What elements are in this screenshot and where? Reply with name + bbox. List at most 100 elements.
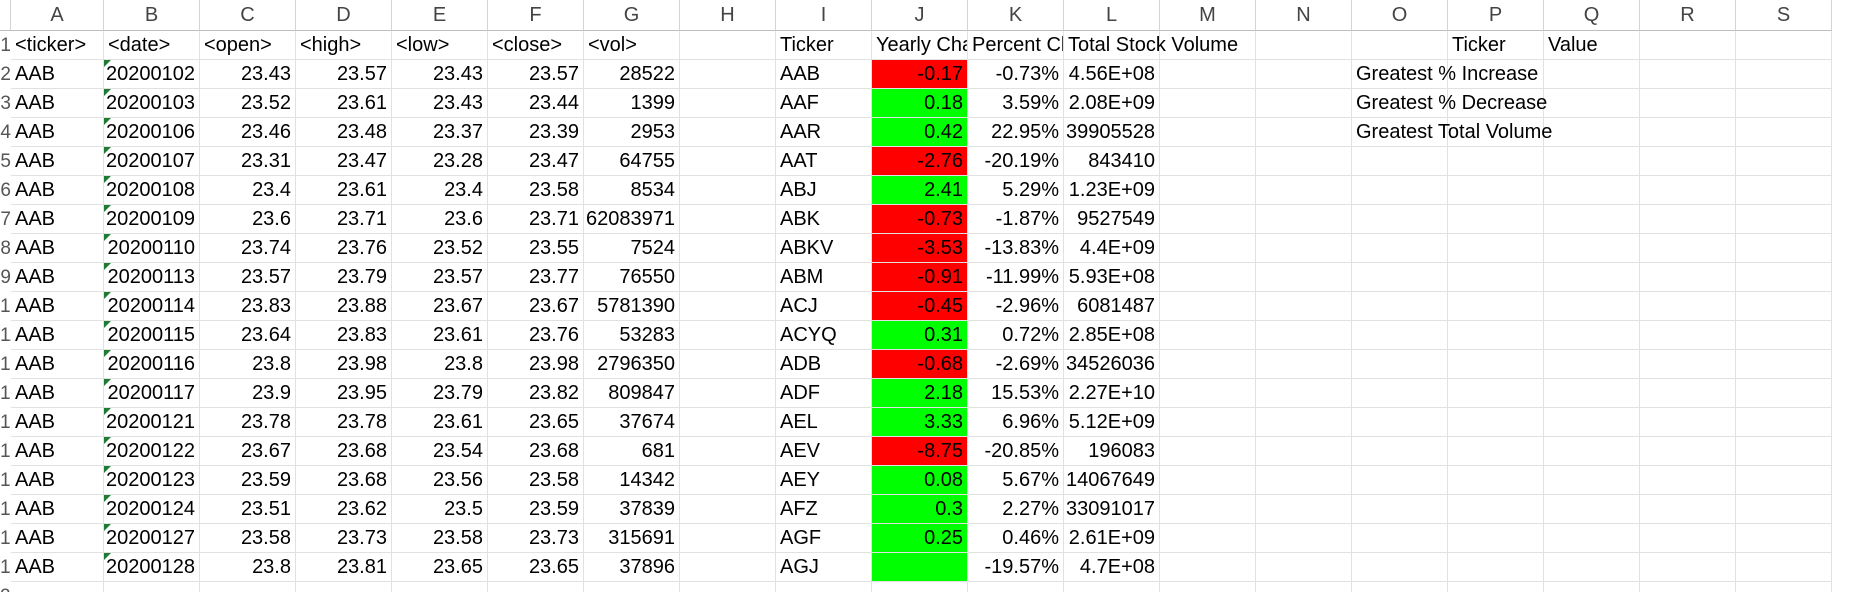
ticker-cell[interactable]: AAB (11, 466, 104, 495)
summary-ticker-cell[interactable]: ACYQ (776, 321, 872, 350)
summary-ticker-cell[interactable]: ADF (776, 379, 872, 408)
grid-cell[interactable] (1736, 321, 1832, 350)
grid-cell[interactable] (1352, 379, 1448, 408)
row-header[interactable]: 18 (0, 528, 11, 549)
total-volume-cell[interactable]: 2.85E+08 (1064, 321, 1160, 350)
grid-cell[interactable] (1448, 234, 1544, 263)
greatest-value-header[interactable]: Value (1544, 31, 1640, 60)
grid-cell[interactable] (1160, 408, 1256, 437)
summary-ticker-cell[interactable]: ABJ (776, 176, 872, 205)
grid-cell[interactable] (584, 582, 680, 592)
grid-cell[interactable] (680, 466, 776, 495)
date-cell[interactable]: 20200117 (104, 379, 200, 408)
price-cell[interactable]: 681 (584, 437, 680, 466)
grid-cell[interactable] (1448, 379, 1544, 408)
grid-cell[interactable] (1736, 379, 1832, 408)
summary-ticker-cell[interactable]: AFZ (776, 495, 872, 524)
grid-cell[interactable] (968, 582, 1064, 592)
percent-change-cell[interactable]: 0.72% (968, 321, 1064, 350)
percent-change-cell[interactable]: 0.46% (968, 524, 1064, 553)
grid-cell[interactable] (1544, 350, 1640, 379)
ticker-cell[interactable]: AAB (11, 234, 104, 263)
grid-cell[interactable] (680, 31, 776, 60)
percent-change-cell[interactable]: 5.29% (968, 176, 1064, 205)
price-cell[interactable]: 23.77 (488, 263, 584, 292)
price-cell[interactable]: 62083971 (584, 205, 680, 234)
column-header-e[interactable]: E (392, 0, 488, 31)
price-cell[interactable]: 23.98 (488, 350, 584, 379)
grid-cell[interactable] (1544, 147, 1640, 176)
yearly-change-cell[interactable]: 2.41 (872, 176, 968, 205)
price-cell[interactable]: 23.52 (392, 234, 488, 263)
raw-header-cell[interactable]: <low> (392, 31, 488, 60)
raw-header-cell[interactable]: <ticker> (11, 31, 104, 60)
grid-cell[interactable] (1448, 89, 1544, 118)
price-cell[interactable]: 23.4 (392, 176, 488, 205)
date-cell[interactable]: 20200127 (104, 524, 200, 553)
grid-cell[interactable] (680, 60, 776, 89)
grid-cell[interactable] (1160, 350, 1256, 379)
price-cell[interactable]: 23.74 (200, 234, 296, 263)
row-header[interactable]: 20 (0, 582, 11, 592)
price-cell[interactable]: 23.51 (200, 495, 296, 524)
grid-cell[interactable] (1736, 60, 1832, 89)
grid-cell[interactable] (1448, 553, 1544, 582)
price-cell[interactable]: 23.6 (200, 205, 296, 234)
row-header[interactable]: 7 (0, 209, 11, 230)
grid-cell[interactable] (1736, 408, 1832, 437)
ticker-cell[interactable]: AAB (11, 147, 104, 176)
row-header[interactable]: 4 (0, 122, 11, 143)
grid-cell[interactable] (1640, 292, 1736, 321)
raw-header-cell[interactable]: <vol> (584, 31, 680, 60)
grid-cell[interactable] (1256, 176, 1352, 205)
price-cell[interactable]: 23.64 (200, 321, 296, 350)
grid-cell[interactable] (1640, 263, 1736, 292)
ticker-cell[interactable]: AAB (11, 495, 104, 524)
price-cell[interactable]: 5781390 (584, 292, 680, 321)
total-volume-cell[interactable]: 2.61E+09 (1064, 524, 1160, 553)
price-cell[interactable]: 23.54 (392, 437, 488, 466)
grid-cell[interactable] (1160, 582, 1256, 592)
grid-cell[interactable] (1640, 31, 1736, 60)
summary-ticker-cell[interactable]: ADB (776, 350, 872, 379)
grid-cell[interactable] (1640, 350, 1736, 379)
grid-cell[interactable] (680, 582, 776, 592)
yearly-change-cell[interactable]: 0.18 (872, 89, 968, 118)
grid-cell[interactable] (1160, 553, 1256, 582)
price-cell[interactable]: 23.73 (488, 524, 584, 553)
summary-ticker-cell[interactable]: AAF (776, 89, 872, 118)
grid-cell[interactable] (1352, 31, 1448, 60)
price-cell[interactable]: 2953 (584, 118, 680, 147)
row-header[interactable]: 9 (0, 267, 11, 288)
price-cell[interactable]: 23.65 (488, 553, 584, 582)
ticker-cell[interactable]: AAB (11, 379, 104, 408)
yearly-change-cell[interactable]: 0.08 (872, 466, 968, 495)
grid-cell[interactable] (1640, 553, 1736, 582)
grid-cell[interactable] (1256, 89, 1352, 118)
ticker-cell[interactable]: AAB (11, 321, 104, 350)
price-cell[interactable]: 23.6 (392, 205, 488, 234)
summary-header-cell[interactable]: Percent Change (968, 31, 1064, 60)
grid-cell[interactable] (1736, 350, 1832, 379)
grid-cell[interactable] (1544, 234, 1640, 263)
grid-cell[interactable] (1544, 495, 1640, 524)
date-cell[interactable]: 20200116 (104, 350, 200, 379)
yearly-change-cell[interactable]: -0.45 (872, 292, 968, 321)
price-cell[interactable]: 37674 (584, 408, 680, 437)
grid-cell[interactable] (200, 582, 296, 592)
date-cell[interactable]: 20200121 (104, 408, 200, 437)
yearly-change-cell[interactable]: -0.91 (872, 263, 968, 292)
date-cell[interactable]: 20200109 (104, 205, 200, 234)
grid-cell[interactable] (1256, 234, 1352, 263)
percent-change-cell[interactable]: -1.87% (968, 205, 1064, 234)
grid-cell[interactable] (680, 89, 776, 118)
grid-cell[interactable] (1160, 437, 1256, 466)
ticker-cell[interactable]: AAB (11, 205, 104, 234)
price-cell[interactable]: 23.43 (392, 60, 488, 89)
date-cell[interactable]: 20200102 (104, 60, 200, 89)
grid-cell[interactable] (1736, 495, 1832, 524)
date-cell[interactable]: 20200106 (104, 118, 200, 147)
grid-cell[interactable] (1640, 118, 1736, 147)
price-cell[interactable]: 23.82 (488, 379, 584, 408)
